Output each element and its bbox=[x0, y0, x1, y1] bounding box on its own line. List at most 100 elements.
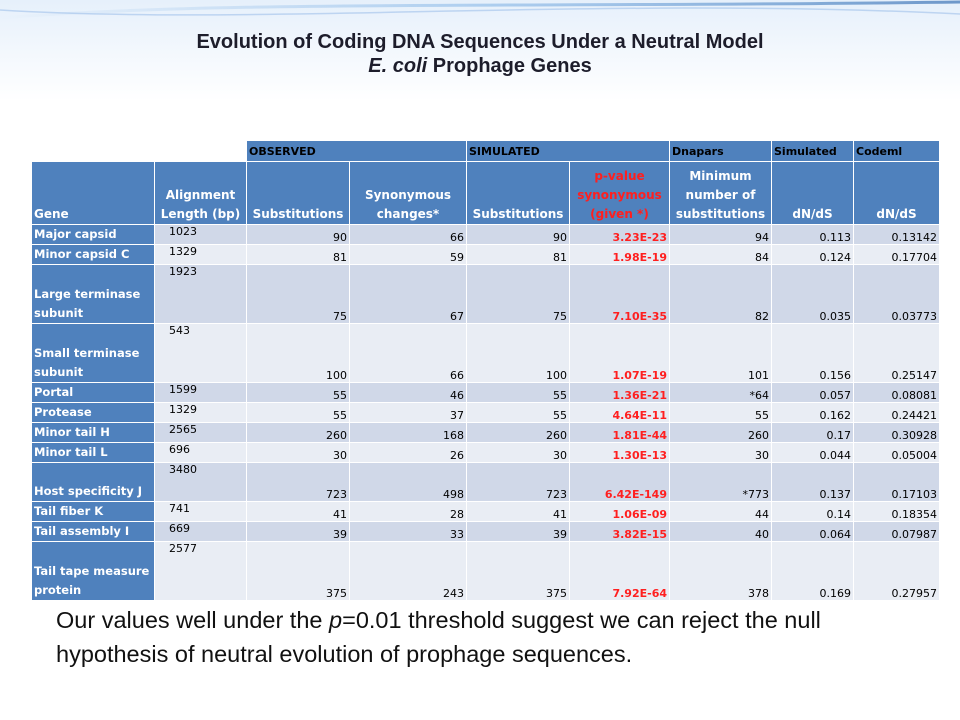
p-value-cell: 7.10E-35 bbox=[569, 264, 670, 324]
observed-substitutions-cell: 41 bbox=[246, 501, 350, 522]
synonymous-changes-cell: 37 bbox=[349, 402, 467, 423]
table-row: Tail tape measure protein 2577 375 243 375 7.… bbox=[31, 541, 940, 601]
gene-cell: Minor tail L bbox=[31, 442, 155, 463]
alignment-length-cell: 543 bbox=[154, 323, 247, 383]
table-row: Portal 1599 55 46 55 1.36E-21 *64 0.057 0.08081 bbox=[31, 382, 940, 403]
gene-cell: Large terminase subunit bbox=[31, 264, 155, 324]
gene-cell: Small terminase subunit bbox=[31, 323, 155, 383]
simulated-dnds-cell: 0.162 bbox=[771, 402, 854, 423]
synonymous-changes-cell: 67 bbox=[349, 264, 467, 324]
title-line-1: Evolution of Coding DNA Sequences Under … bbox=[196, 31, 764, 53]
synonymous-changes-cell: 28 bbox=[349, 501, 467, 522]
synonymous-changes-cell: 243 bbox=[349, 541, 467, 601]
simulated-substitutions-cell: 75 bbox=[466, 264, 570, 324]
p-value-cell: 1.98E-19 bbox=[569, 244, 670, 265]
observed-substitutions-cell: 260 bbox=[246, 422, 350, 443]
gene-cell: Minor capsid C bbox=[31, 244, 155, 265]
p-value-cell: 7.92E-64 bbox=[569, 541, 670, 601]
synonymous-changes-cell: 59 bbox=[349, 244, 467, 265]
synonymous-changes-cell: 168 bbox=[349, 422, 467, 443]
p-value-cell: 3.23E-23 bbox=[569, 224, 670, 245]
title-line-2: E. coli Prophage Genes bbox=[0, 54, 960, 78]
gene-cell: Tail fiber K bbox=[31, 501, 155, 522]
simulated-dnds-cell: 0.113 bbox=[771, 224, 854, 245]
p-value-cell: 1.36E-21 bbox=[569, 382, 670, 403]
alignment-length-cell: 1329 bbox=[154, 402, 247, 423]
min-substitutions-cell: 30 bbox=[669, 442, 772, 463]
alignment-length-cell: 696 bbox=[154, 442, 247, 463]
codeml-dnds-cell: 0.05004 bbox=[853, 442, 940, 463]
conclusion-part-1: Our values well under the bbox=[56, 607, 330, 633]
codeml-dnds-cell: 0.03773 bbox=[853, 264, 940, 324]
alignment-length-cell: 1329 bbox=[154, 244, 247, 265]
simulated-substitutions-cell: 41 bbox=[466, 501, 570, 522]
group-header-blank bbox=[31, 140, 247, 162]
group-header-simulated: SIMULATED bbox=[466, 140, 670, 162]
codeml-dnds-cell: 0.27957 bbox=[853, 541, 940, 601]
codeml-dnds-cell: 0.08081 bbox=[853, 382, 940, 403]
p-value-cell: 6.42E-149 bbox=[569, 462, 670, 502]
simulated-dnds-cell: 0.169 bbox=[771, 541, 854, 601]
min-substitutions-cell: *64 bbox=[669, 382, 772, 403]
synonymous-changes-cell: 66 bbox=[349, 224, 467, 245]
min-substitutions-cell: 84 bbox=[669, 244, 772, 265]
col-header-synonymous-changes: Synonymous changes* bbox=[349, 161, 467, 225]
group-header-observed: OBSERVED bbox=[246, 140, 467, 162]
conclusion-part-2: =0.01 threshold suggest we can reject th… bbox=[56, 607, 821, 667]
gene-cell: Portal bbox=[31, 382, 155, 403]
simulated-substitutions-cell: 39 bbox=[466, 521, 570, 542]
conclusion-text: Our values well under the p=0.01 thresho… bbox=[56, 603, 906, 671]
simulated-dnds-cell: 0.14 bbox=[771, 501, 854, 522]
simulated-substitutions-cell: 260 bbox=[466, 422, 570, 443]
simulated-dnds-cell: 0.044 bbox=[771, 442, 854, 463]
simulated-substitutions-cell: 30 bbox=[466, 442, 570, 463]
gene-cell: Tail assembly I bbox=[31, 521, 155, 542]
column-header-row: Gene Alignment Length (bp) Substitutions… bbox=[31, 161, 940, 225]
min-substitutions-cell: 101 bbox=[669, 323, 772, 383]
synonymous-changes-cell: 33 bbox=[349, 521, 467, 542]
simulated-dnds-cell: 0.064 bbox=[771, 521, 854, 542]
alignment-length-cell: 669 bbox=[154, 521, 247, 542]
observed-substitutions-cell: 81 bbox=[246, 244, 350, 265]
codeml-dnds-cell: 0.30928 bbox=[853, 422, 940, 443]
codeml-dnds-cell: 0.07987 bbox=[853, 521, 940, 542]
gene-cell: Major capsid bbox=[31, 224, 155, 245]
p-value-cell: 3.82E-15 bbox=[569, 521, 670, 542]
col-header-gene: Gene bbox=[31, 161, 155, 225]
simulated-substitutions-cell: 55 bbox=[466, 382, 570, 403]
codeml-dnds-cell: 0.17704 bbox=[853, 244, 940, 265]
simulated-dnds-cell: 0.035 bbox=[771, 264, 854, 324]
group-header-codeml: Codeml bbox=[853, 140, 940, 162]
min-substitutions-cell: 260 bbox=[669, 422, 772, 443]
col-header-codeml-dnds: dN/dS bbox=[853, 161, 940, 225]
table-row: Minor capsid C 1329 81 59 81 1.98E-19 84 0.124 0… bbox=[31, 244, 940, 265]
p-value-cell: 1.07E-19 bbox=[569, 323, 670, 383]
table-row: Host specificity J 3480 723 498 723 6.42E-149… bbox=[31, 462, 940, 502]
codeml-dnds-cell: 0.25147 bbox=[853, 323, 940, 383]
group-header-simulated-dnds: Simulated bbox=[771, 140, 854, 162]
table-row: Tail assembly I 669 39 33 39 3.82E-15 40 0.064 0… bbox=[31, 521, 940, 542]
table-row: Large terminase subunit 1923 75 67 75 7.10E-3… bbox=[31, 264, 940, 324]
min-substitutions-cell: 40 bbox=[669, 521, 772, 542]
table-row: Small terminase subunit 543 100 66 100 1.07E-… bbox=[31, 323, 940, 383]
gene-cell: Minor tail H bbox=[31, 422, 155, 443]
conclusion-p-symbol: p bbox=[329, 607, 343, 633]
gene-cell: Tail tape measure protein bbox=[31, 541, 155, 601]
simulated-dnds-cell: 0.124 bbox=[771, 244, 854, 265]
observed-substitutions-cell: 100 bbox=[246, 323, 350, 383]
min-substitutions-cell: 55 bbox=[669, 402, 772, 423]
alignment-length-cell: 1599 bbox=[154, 382, 247, 403]
col-header-observed-substitutions: Substitutions bbox=[246, 161, 350, 225]
col-header-p-value: p-value synonymous (given *) bbox=[569, 161, 670, 225]
table-row: Minor tail H 2565 260 168 260 1.81E-44 260 0.17… bbox=[31, 422, 940, 443]
synonymous-changes-cell: 26 bbox=[349, 442, 467, 463]
alignment-length-cell: 1923 bbox=[154, 264, 247, 324]
gene-cell: Protease bbox=[31, 402, 155, 423]
observed-substitutions-cell: 55 bbox=[246, 382, 350, 403]
slide-title: Evolution of Coding DNA Sequences Under … bbox=[0, 30, 960, 78]
synonymous-changes-cell: 46 bbox=[349, 382, 467, 403]
codeml-dnds-cell: 0.17103 bbox=[853, 462, 940, 502]
observed-substitutions-cell: 55 bbox=[246, 402, 350, 423]
synonymous-changes-cell: 498 bbox=[349, 462, 467, 502]
group-header-row: OBSERVED SIMULATED Dnapars Simulated Cod… bbox=[31, 140, 940, 162]
